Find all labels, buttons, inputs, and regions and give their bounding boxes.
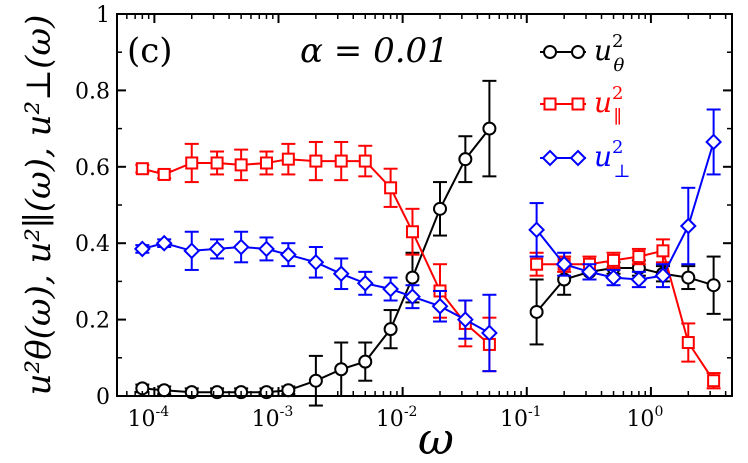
- point-square: [530, 257, 544, 271]
- point-square: [259, 156, 273, 170]
- series-circle: [135, 79, 721, 407]
- point-diamond: [528, 221, 546, 239]
- axis-layer: 0 0.2 0.4 0.6 0.8 1 10-4 10-3 10-2 10-1 100: [75, 3, 732, 432]
- legend-marker-square: [571, 97, 585, 111]
- y-tick-label: 0.8: [75, 79, 110, 104]
- y-tick-label: 0: [96, 385, 110, 410]
- y-tick-label: 0.4: [75, 232, 110, 257]
- legend-marker-square: [543, 97, 557, 111]
- point-diamond: [431, 297, 449, 315]
- point-diamond: [630, 271, 648, 288]
- point-square: [234, 158, 248, 172]
- point-square: [185, 156, 199, 170]
- point-square: [384, 181, 398, 195]
- point-circle: [529, 304, 544, 319]
- point-diamond: [555, 255, 573, 273]
- legend-label-diamond: u2 ⊥: [594, 137, 630, 182]
- point-diamond: [155, 234, 173, 252]
- point-diamond: [356, 274, 374, 292]
- x-tick-label: 10-3: [252, 404, 294, 432]
- point-square: [281, 152, 295, 166]
- point-square: [607, 253, 621, 267]
- point-diamond: [232, 238, 250, 256]
- legend-marker-circle: [543, 45, 557, 59]
- y-tick-label: 1: [96, 3, 110, 28]
- point-square: [157, 167, 171, 181]
- point-square: [334, 154, 348, 168]
- point-square: [135, 162, 149, 176]
- series-square: [135, 140, 721, 390]
- point-diamond: [133, 240, 151, 258]
- point-diamond: [279, 246, 297, 264]
- x-tick-label: 10-2: [376, 404, 418, 432]
- point-square: [681, 336, 695, 350]
- point-square: [358, 154, 372, 168]
- point-square: [210, 156, 224, 170]
- point-diamond: [581, 263, 598, 281]
- legend-label-square: u2 ∥: [594, 83, 624, 128]
- point-diamond: [183, 242, 201, 260]
- alpha-annotation: α = 0.01: [300, 31, 449, 71]
- point-circle: [458, 152, 473, 167]
- legend: u2 θ u2 ∥ u2 ⊥: [540, 31, 630, 182]
- point-square: [309, 154, 323, 168]
- point-circle: [308, 373, 323, 388]
- point-circle: [482, 121, 497, 136]
- legend-marker-diamond: [569, 149, 587, 167]
- point-diamond: [705, 133, 723, 151]
- point-diamond: [605, 269, 622, 286]
- point-diamond: [654, 267, 672, 285]
- point-circle: [706, 278, 721, 293]
- point-circle: [358, 354, 373, 369]
- y-axis-label-text: u²θ(ω), u²∥(ω), u²⊥(ω): [19, 15, 59, 396]
- point-circle: [383, 322, 398, 337]
- y-axis-label: u²θ(ω), u²∥(ω), u²⊥(ω): [19, 15, 59, 396]
- point-diamond: [208, 240, 226, 258]
- point-diamond: [307, 253, 325, 271]
- point-diamond: [258, 240, 275, 258]
- point-square: [656, 244, 670, 258]
- point-diamond: [382, 280, 400, 298]
- point-diamond: [480, 324, 498, 342]
- point-diamond: [332, 265, 350, 283]
- legend-marker-circle: [571, 45, 585, 59]
- legend-label-circle: u2 θ: [594, 31, 625, 76]
- x-tick-label: 10-1: [500, 404, 542, 432]
- panel-label: (c): [127, 31, 173, 71]
- y-tick-label: 0.2: [75, 309, 110, 334]
- point-circle: [334, 362, 349, 377]
- point-circle: [433, 201, 448, 216]
- legend-marker-diamond: [541, 149, 559, 167]
- point-square: [707, 374, 721, 388]
- x-tick-label: 10-4: [128, 404, 170, 432]
- y-tick-label: 0.6: [75, 156, 110, 181]
- point-circle: [681, 270, 696, 285]
- series-diamond: [133, 108, 723, 373]
- point-circle: [281, 383, 296, 398]
- point-diamond: [456, 311, 474, 329]
- point-square: [405, 225, 419, 239]
- point-circle: [157, 383, 172, 398]
- x-tick-label: 100: [626, 404, 663, 432]
- series-layer: [133, 79, 723, 407]
- point-diamond: [404, 288, 421, 306]
- point-square: [632, 250, 646, 264]
- point-circle: [405, 270, 420, 285]
- point-diamond: [679, 217, 697, 235]
- x-axis-label: ω: [418, 414, 454, 463]
- plot-frame: [116, 13, 733, 397]
